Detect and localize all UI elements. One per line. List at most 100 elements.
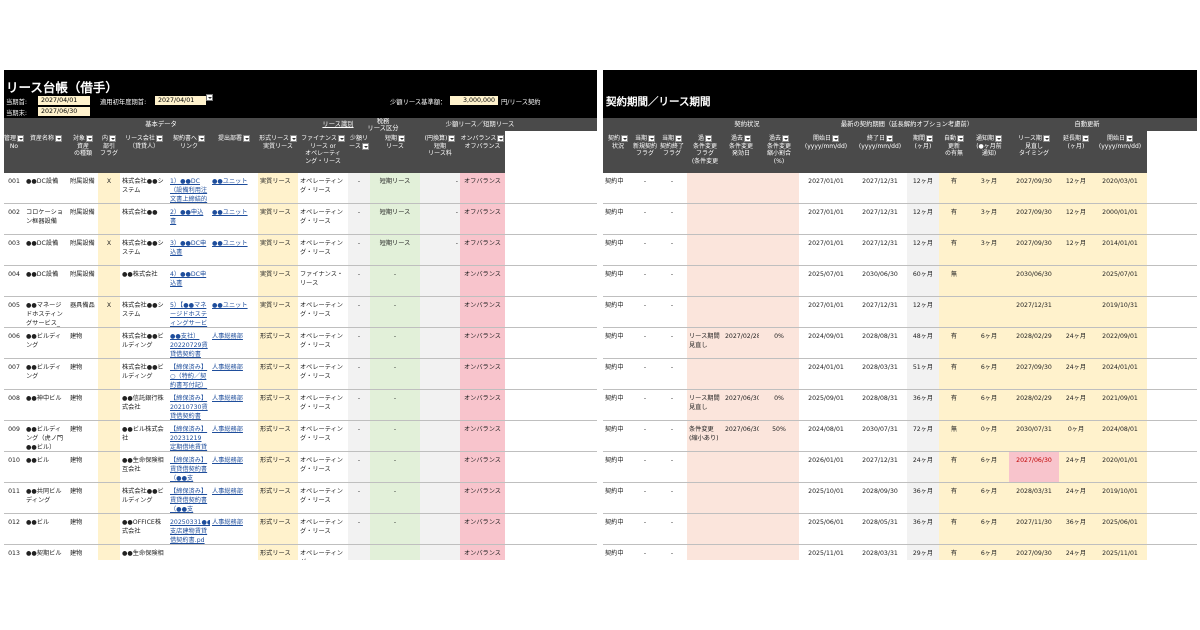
document-link[interactable]: 【締保済み】○（特約／契約書写付記）（締: [170, 364, 208, 389]
filter-dropdown-icon[interactable]: [497, 135, 505, 142]
table-row[interactable]: 006 ●●ビルディング 建物 株式会社●●ビルディング ●●支社）20220729賃貸…: [4, 328, 597, 359]
document-link[interactable]: 人事総務部: [212, 457, 243, 464]
left-cell[interactable]: 【締保済み】20231219 定期借地賃貸借契: [168, 421, 210, 451]
table-row[interactable]: 契約中 - -2026/01/01 2027/12/31 24ヶ月有 6ヶ月 2027/06…: [603, 452, 1197, 483]
left-cell[interactable]: 人事総務部: [210, 452, 258, 482]
document-link[interactable]: 人事総務部: [212, 519, 243, 526]
document-link[interactable]: ●●ユニット: [212, 240, 248, 247]
left-cell[interactable]: ●●ユニット: [210, 173, 258, 203]
left-cell[interactable]: 20250331●●支店建物賃貸借契約書.pd: [168, 514, 210, 544]
filter-dropdown-icon[interactable]: [1082, 135, 1089, 142]
document-link[interactable]: 4）●●DC申込書: [170, 271, 207, 287]
document-link[interactable]: ●●ユニット: [212, 302, 248, 309]
left-cell[interactable]: 【締保済み】○（特約／契約書写付記）（締: [168, 359, 210, 389]
left-cell[interactable]: 5）【●●マネージドホスティングサービス】契約: [168, 297, 210, 327]
table-row[interactable]: 007 ●●ビルディング 建物 株式会社●●ビルディング 【締保済み】○（特約／契約書写…: [4, 359, 597, 390]
document-link[interactable]: 人事総務部: [212, 395, 243, 402]
left-cell[interactable]: 【締保済み】20210730賃貸借契約書（●: [168, 390, 210, 420]
left-cell[interactable]: 1）●●DC（設備利用注文書上締結的の): [168, 173, 210, 203]
filter-dropdown-icon[interactable]: [1126, 135, 1133, 142]
left-cell[interactable]: 3）●●DC申込書: [168, 235, 210, 265]
apply-start-field[interactable]: 2027/04/01: [155, 96, 206, 105]
document-link[interactable]: 5）【●●マネージドホスティングサービス】契約: [170, 302, 208, 327]
small-lease-threshold-field[interactable]: 3,000,000: [450, 96, 498, 105]
table-row[interactable]: 契約中 - - 条件変更(縮小あり) 2027/06/30 50% 2024/08/01 20…: [603, 421, 1197, 452]
document-link[interactable]: 1）●●DC（設備利用注文書上締結的の): [170, 178, 208, 203]
table-row[interactable]: 契約中 - - 2025/07/01 2030/06/30 60ヶ月無 2030/06/30…: [603, 266, 1197, 297]
table-row[interactable]: 001 ●●DC設備 附属設備 X 株式会社●●システム 1）●●DC（設備利用注文書上締…: [4, 173, 597, 204]
document-link[interactable]: 3）●●DC申込書: [170, 240, 207, 256]
table-row[interactable]: 011 ●●共同ビルディング 建物 株式会社●●ビルディング 【締保済み】賃貸借契約書（…: [4, 483, 597, 514]
table-row[interactable]: 契約中 - - 2024/01/01 2028/03/31 51ヶ月有 6ヶ月 2027/09…: [603, 359, 1197, 390]
filter-dropdown-icon[interactable]: [398, 135, 405, 142]
left-cell[interactable]: 【締保済み】賃貸借契約書（●●支店）.pd: [168, 483, 210, 513]
table-row[interactable]: 契約中 - - リース期間見直し 2027/06/30 0% 2025/09/01 2028/…: [603, 390, 1197, 421]
left-cell[interactable]: 人事総務部: [210, 390, 258, 420]
document-link[interactable]: ●●支社）20220729賃貸借契約書（締: [170, 333, 208, 358]
filter-dropdown-icon[interactable]: [289, 135, 297, 142]
table-row[interactable]: 契約中 - - リース期間見直し 2027/02/28 0% 2024/09/01 2028/…: [603, 328, 1197, 359]
table-row[interactable]: 004 ●●DC設備 附属設備 ●●株式会社 4）●●DC申込書 実質リース ファイナンス・…: [4, 266, 597, 297]
filter-dropdown-icon[interactable]: [744, 135, 751, 142]
table-row[interactable]: 012 ●●ビル 建物 ●●OFFICE株式会社 20250331●●支店建物賃貸借契約…: [4, 514, 597, 545]
left-cell[interactable]: 人事総務部: [210, 514, 258, 544]
period-end-field[interactable]: 2027/06/30: [38, 107, 90, 116]
filter-dropdown-icon[interactable]: [361, 142, 369, 150]
document-link[interactable]: 20250331●●支店建物賃貸借契約書.pd: [170, 519, 210, 544]
filter-dropdown-icon[interactable]: [705, 135, 712, 142]
filter-dropdown-icon[interactable]: [995, 135, 1002, 142]
left-cell[interactable]: [168, 545, 210, 560]
table-row[interactable]: 契約中 - -2027/01/01 2027/12/31 12ヶ月有 3ヶ月 2027/09…: [603, 173, 1197, 204]
left-cell[interactable]: 人事総務部: [210, 328, 258, 358]
filter-dropdown-icon[interactable]: [243, 135, 250, 142]
filter-dropdown-icon[interactable]: [155, 135, 163, 142]
left-cell[interactable]: 人事総務部: [210, 421, 258, 451]
table-row[interactable]: 契約中 - -2027/01/01 2027/12/31 12ヶ月有 3ヶ月 2027/09…: [603, 204, 1197, 235]
filter-dropdown-icon[interactable]: [782, 135, 789, 142]
left-cell[interactable]: [210, 545, 258, 560]
table-row[interactable]: 009 ●●ビルディング（虎ノ門●●ビル） 建物 ●●ビル株式会社 【締保済み】2023…: [4, 421, 597, 452]
table-row[interactable]: 契約中 - -2025/06/01 2028/05/31 36ヶ月有 6ヶ月 2027/11…: [603, 514, 1197, 545]
dropdown-arrow-icon[interactable]: [206, 94, 213, 101]
filter-dropdown-icon[interactable]: [109, 135, 116, 142]
left-cell[interactable]: ●●支社）20220729賃貸借契約書（締: [168, 328, 210, 358]
left-cell[interactable]: 2）●●申込書: [168, 204, 210, 234]
document-link[interactable]: 【締保済み】賃貸借契約書（●●支店）.pd: [170, 457, 208, 482]
table-row[interactable]: 002 コロケーション框器設備 附属設備 株式会社●● 2）●●申込書 ●●ユニット 実質リ…: [4, 204, 597, 235]
table-row[interactable]: 010 ●●ビル 建物 ●●生命保険相互会社【締保済み】賃貸借契約書（●●支店）.pd…: [4, 452, 597, 483]
document-link[interactable]: 【締保済み】20231219 定期借地賃貸借契: [170, 426, 208, 451]
filter-dropdown-icon[interactable]: [675, 135, 682, 142]
left-cell[interactable]: ●●ユニット: [210, 204, 258, 234]
document-link[interactable]: 【締保済み】賃貸借契約書（●●支店）.pd: [170, 488, 208, 513]
left-cell[interactable]: 人事総務部: [210, 359, 258, 389]
document-link[interactable]: 2）●●申込書: [170, 209, 204, 225]
table-row[interactable]: 契約中 - -2027/01/01 2027/12/31 12ヶ月有 3ヶ月 2027/09…: [603, 235, 1197, 266]
table-row[interactable]: 005 ●●マネージドホスティングサービス_物理サーバ器具備品X株式会社●●システ…: [4, 297, 597, 328]
filter-dropdown-icon[interactable]: [337, 135, 345, 142]
table-row[interactable]: 003 ●●DC設備 附属設備 X 株式会社●●システム 3）●●DC申込書 ●●ユニット 実…: [4, 235, 597, 266]
document-link[interactable]: 人事総務部: [212, 364, 243, 371]
filter-dropdown-icon[interactable]: [1042, 135, 1050, 142]
filter-dropdown-icon[interactable]: [55, 135, 62, 142]
document-link[interactable]: 人事総務部: [212, 488, 243, 495]
left-cell[interactable]: 【締保済み】賃貸借契約書（●●支店）.pd: [168, 452, 210, 482]
document-link[interactable]: ●●ユニット: [212, 178, 248, 185]
filter-dropdown-icon[interactable]: [926, 135, 933, 142]
left-cell[interactable]: 人事総務部: [210, 483, 258, 513]
filter-dropdown-icon[interactable]: [886, 135, 893, 142]
left-cell[interactable]: 4）●●DC申込書: [168, 266, 210, 296]
table-row[interactable]: 契約中 - - 2025/10/01 2028/09/30 36ヶ月有 6ヶ月 2028/03…: [603, 483, 1197, 514]
filter-dropdown-icon[interactable]: [86, 135, 93, 142]
document-link[interactable]: 人事総務部: [212, 333, 243, 340]
filter-dropdown-icon[interactable]: [198, 135, 205, 142]
filter-dropdown-icon[interactable]: [832, 135, 839, 142]
table-row[interactable]: 008 ●●神中ビル 建物 ●●信託銀行株式会社 【締保済み】20210730賃貸借契約…: [4, 390, 597, 421]
table-row[interactable]: 契約中 - - 2027/01/01 2027/12/31 12ヶ月 2027/12/31 2…: [603, 297, 1197, 328]
table-row[interactable]: 契約中 - - 2025/11/01 2028/03/31 29ヶ月有 6ヶ月 2027/09…: [603, 545, 1197, 560]
filter-dropdown-icon[interactable]: [957, 135, 964, 142]
filter-dropdown-icon[interactable]: [17, 135, 24, 142]
document-link[interactable]: 人事総務部: [212, 426, 243, 433]
left-cell[interactable]: ●●ユニット: [210, 235, 258, 265]
filter-dropdown-icon[interactable]: [621, 135, 628, 142]
